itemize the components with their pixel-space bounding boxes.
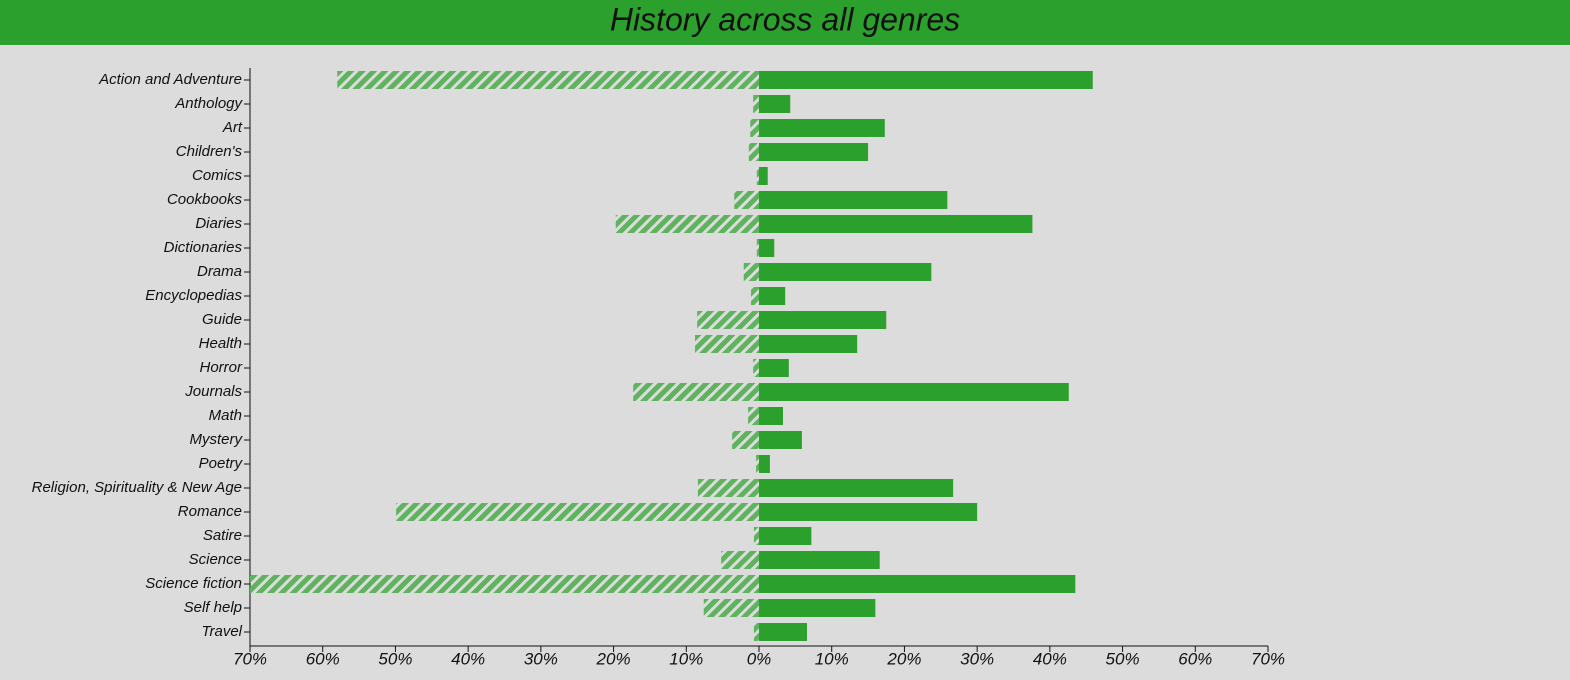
bar [633, 383, 759, 401]
y-tick-label: Guide [202, 311, 242, 328]
x-tick-label: 10% [815, 649, 849, 668]
bar [759, 575, 1076, 593]
bar [615, 215, 759, 233]
x-tick-label: 40% [451, 649, 485, 668]
bar [748, 407, 759, 425]
y-tick-label: Science fiction [145, 575, 242, 592]
bar [759, 503, 978, 521]
x-tick-label: 70% [1251, 649, 1285, 668]
bar [753, 527, 759, 545]
bar [759, 95, 791, 113]
y-tick-label: Travel [201, 623, 242, 640]
bar [734, 191, 759, 209]
bar [759, 359, 789, 377]
bar [751, 287, 759, 305]
x-tick-label: 10% [669, 649, 703, 668]
y-tick-label: Drama [197, 263, 242, 280]
bar [759, 455, 770, 473]
bar [759, 527, 812, 545]
bar [759, 239, 775, 257]
bar [695, 335, 759, 353]
bar [759, 143, 869, 161]
bar [748, 143, 759, 161]
x-tick-label: 60% [1178, 649, 1212, 668]
x-tick-label: 30% [524, 649, 558, 668]
bar [703, 599, 759, 617]
x-tick-label: 40% [1033, 649, 1067, 668]
bar [759, 551, 880, 569]
y-tick-label: Children's [176, 143, 243, 160]
bar [759, 311, 887, 329]
bar [759, 383, 1069, 401]
bar [759, 263, 932, 281]
y-tick-label: Anthology [174, 95, 243, 112]
bar [759, 479, 954, 497]
bar [759, 407, 783, 425]
y-tick-label: Dictionaries [164, 239, 243, 256]
y-tick-label: Math [209, 407, 242, 424]
bar [759, 287, 786, 305]
x-tick-label: 50% [1106, 649, 1140, 668]
bar [753, 95, 759, 113]
bar [743, 263, 759, 281]
y-tick-label: Self help [184, 599, 242, 616]
chart-title: History across all genres [610, 1, 960, 37]
bar [697, 311, 759, 329]
bar [756, 455, 759, 473]
y-tick-label: Cookbooks [167, 191, 243, 208]
x-tick-label: 50% [378, 649, 412, 668]
bar [759, 599, 876, 617]
y-tick-label: Art [222, 119, 243, 136]
x-tick-label: 0% [747, 649, 772, 668]
header-bar [0, 0, 1570, 45]
bar [759, 431, 802, 449]
x-tick-label: 30% [960, 649, 994, 668]
bar [759, 623, 807, 641]
y-tick-label: Diaries [195, 215, 242, 232]
y-tick-label: Religion, Spirituality & New Age [32, 479, 242, 496]
bar [759, 215, 1033, 233]
x-tick-label: 20% [886, 649, 921, 668]
bar [732, 431, 759, 449]
y-tick-label: Journals [184, 383, 242, 400]
y-tick-label: Comics [192, 167, 243, 184]
bar [756, 167, 759, 185]
x-tick-label: 70% [233, 649, 267, 668]
bar [396, 503, 759, 521]
y-tick-label: Action and Adventure [98, 71, 242, 88]
bar [756, 239, 759, 257]
bar [759, 335, 858, 353]
y-tick-label: Encyclopedias [145, 287, 242, 304]
y-tick-label: Horror [199, 359, 243, 376]
bar [721, 551, 759, 569]
bar [753, 359, 759, 377]
bar [697, 479, 759, 497]
bar [750, 119, 759, 137]
bar [759, 191, 948, 209]
y-tick-label: Mystery [190, 431, 244, 448]
bar [753, 623, 759, 641]
bar [759, 71, 1093, 89]
y-tick-label: Satire [203, 527, 242, 544]
x-tick-label: 20% [596, 649, 631, 668]
bar [759, 119, 885, 137]
x-tick-label: 60% [306, 649, 340, 668]
bar [337, 71, 759, 89]
bar [759, 167, 768, 185]
y-tick-label: Poetry [199, 455, 244, 472]
y-tick-label: Health [199, 335, 242, 352]
bar [250, 575, 759, 593]
y-tick-label: Science [189, 551, 242, 568]
y-tick-label: Romance [178, 503, 242, 520]
